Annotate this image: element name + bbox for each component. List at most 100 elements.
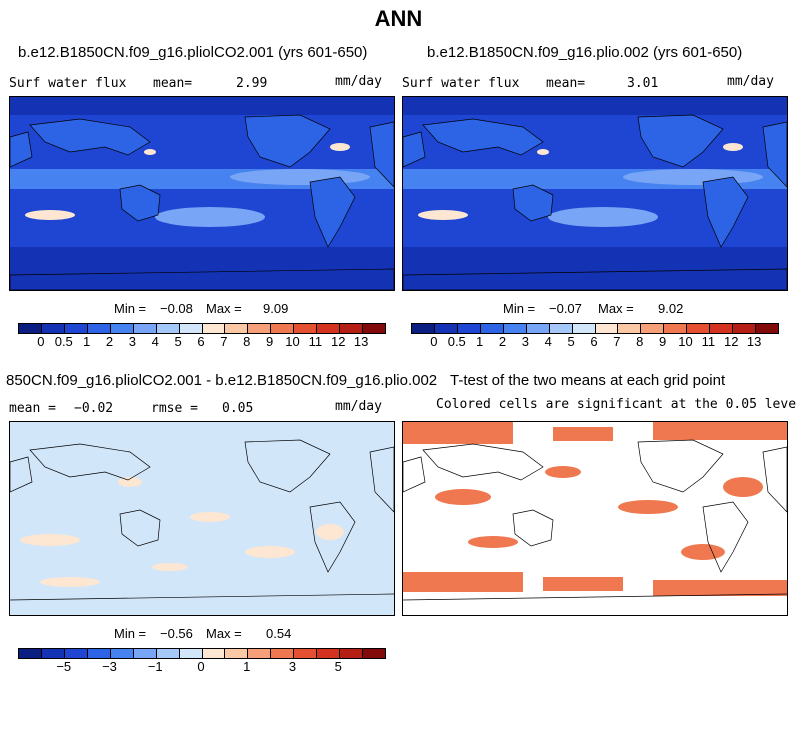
panel1-max-label: Max = (206, 301, 242, 316)
colorbar-tick-label: 10 (285, 334, 300, 349)
colorbar-tick-label: 11 (701, 334, 716, 349)
colorbar-swatch (480, 324, 504, 333)
panel3-mean-label: mean = (9, 401, 56, 416)
colorbar-tick-label: 9 (659, 334, 667, 349)
panel3-rmse-label: rmse = (151, 401, 198, 416)
colorbar-tick-label: −1 (147, 659, 163, 674)
panel4-title: T-test of the two means at each grid poi… (450, 372, 726, 389)
colorbar-swatch (225, 324, 249, 333)
colorbar-swatch (156, 649, 180, 658)
colorbar-swatch (179, 649, 203, 658)
colorbar-tick-label: 0 (37, 334, 45, 349)
colorbar-swatch (503, 324, 527, 333)
colorbar-swatch (133, 649, 157, 658)
panel3-mean-value: −0.02 (74, 401, 114, 416)
colorbar-tick-label: 0 (197, 659, 205, 674)
colorbar-swatch (271, 324, 295, 333)
panel3-units: mm/day (335, 399, 382, 414)
colorbar-tick-label: 13 (746, 334, 762, 349)
colorbar-tick-label: 5 (174, 334, 182, 349)
colorbar-swatch (110, 649, 134, 658)
colorbar-swatch (202, 324, 226, 333)
panel2-map (402, 96, 788, 291)
panel1-min-value: −0.08 (160, 301, 193, 316)
panel2-mean-value: 3.01 (627, 76, 659, 91)
colorbar-swatch (294, 649, 318, 658)
panel2-field-label: Surf water flux (402, 76, 520, 91)
colorbar-tick-label: 6 (197, 334, 205, 349)
colorbar-tick-label: 7 (613, 334, 621, 349)
colorbar-tick-label: 5 (334, 659, 342, 674)
colorbar-swatch (363, 324, 385, 333)
colorbar-swatch (412, 324, 435, 333)
colorbar-swatch (317, 324, 341, 333)
colorbar-tick-label: 12 (331, 334, 346, 349)
colorbar-tick-label: 5 (567, 334, 575, 349)
figure-title: ANN (374, 6, 423, 31)
colorbar-swatch (225, 649, 249, 658)
panel3-rmse-value: 0.05 (222, 401, 254, 416)
colorbar-tick-label: 8 (636, 334, 644, 349)
colorbar-swatch (687, 324, 711, 333)
colorbar-swatch (271, 649, 295, 658)
colorbar-tick-label: 2 (498, 334, 507, 349)
colorbar-swatch (549, 324, 573, 333)
colorbar-tick-label: 11 (308, 334, 323, 349)
panel1-colorbar-ticks: 0 0.5 1 2 3 4 5 6 7 8 9 10 11 12 13 (18, 334, 384, 350)
colorbar-swatch (64, 649, 88, 658)
panel1-mean-label: mean= (153, 76, 193, 91)
panel2-colorbar-ticks: 0 0.5 1 2 3 4 5 6 7 8 9 10 11 12 13 (411, 334, 777, 350)
colorbar-swatch (179, 324, 203, 333)
panel1-min-label: Min = (114, 301, 147, 316)
colorbar-swatch (19, 324, 42, 333)
colorbar-swatch (248, 649, 272, 658)
colorbar-swatch (595, 324, 619, 333)
colorbar-swatch (618, 324, 642, 333)
colorbar-tick-label: 1 (83, 334, 91, 349)
colorbar-swatch (340, 324, 364, 333)
panel2-mean-label: mean= (546, 76, 586, 91)
colorbar-tick-label: 3 (521, 334, 529, 349)
colorbar-swatch (87, 324, 111, 333)
colorbar-tick-label: −3 (102, 659, 117, 674)
colorbar-swatch (317, 649, 341, 658)
colorbar-swatch (340, 649, 364, 658)
colorbar-tick-label: 0 (430, 334, 438, 349)
colorbar-swatch (457, 324, 481, 333)
colorbar-tick-label: −5 (56, 659, 72, 674)
panel4-subtitle: Colored cells are significant at the 0.0… (436, 397, 797, 412)
colorbar-swatch (294, 324, 318, 333)
colorbar-swatch (133, 324, 157, 333)
panel2-title: b.e12.B1850CN.f09_g16.plio.002 (yrs 601-… (427, 44, 743, 61)
panel1-title: b.e12.B1850CN.f09_g16.pliolCO2.001 (yrs … (18, 44, 368, 61)
colorbar-tick-label: 2 (105, 334, 114, 349)
panel3-max-value: 0.54 (266, 626, 292, 641)
colorbar-tick-label: 4 (151, 334, 159, 349)
colorbar-swatch (110, 324, 134, 333)
colorbar-swatch (156, 324, 180, 333)
panel2-colorbar (411, 323, 779, 334)
panel3-max-label: Max = (206, 626, 242, 641)
panel2-max-label: Max = (598, 301, 634, 316)
colorbar-tick-label: 1 (476, 334, 484, 349)
colorbar-swatch (41, 324, 65, 333)
panel3-map (9, 421, 395, 616)
colorbar-swatch (641, 324, 665, 333)
colorbar-tick-label: 8 (243, 334, 251, 349)
colorbar-tick-label: 1 (243, 659, 251, 674)
panel1-map (9, 96, 395, 291)
colorbar-tick-label: 13 (353, 334, 369, 349)
panel2-min-value: −0.07 (549, 301, 582, 316)
colorbar-tick-label: 7 (220, 334, 228, 349)
colorbar-tick-label: 9 (266, 334, 274, 349)
colorbar-tick-label: 0.5 (54, 334, 73, 349)
panel1-units: mm/day (335, 74, 382, 89)
colorbar-tick-label: 3 (288, 659, 297, 674)
panel2-min-label: Min = (503, 301, 536, 316)
colorbar-tick-label: 4 (544, 334, 552, 349)
colorbar-swatch (733, 324, 757, 333)
colorbar-swatch (664, 324, 688, 333)
panel2-max-value: 9.02 (658, 301, 684, 316)
colorbar-tick-label: 6 (590, 334, 598, 349)
colorbar-swatch (202, 649, 226, 658)
